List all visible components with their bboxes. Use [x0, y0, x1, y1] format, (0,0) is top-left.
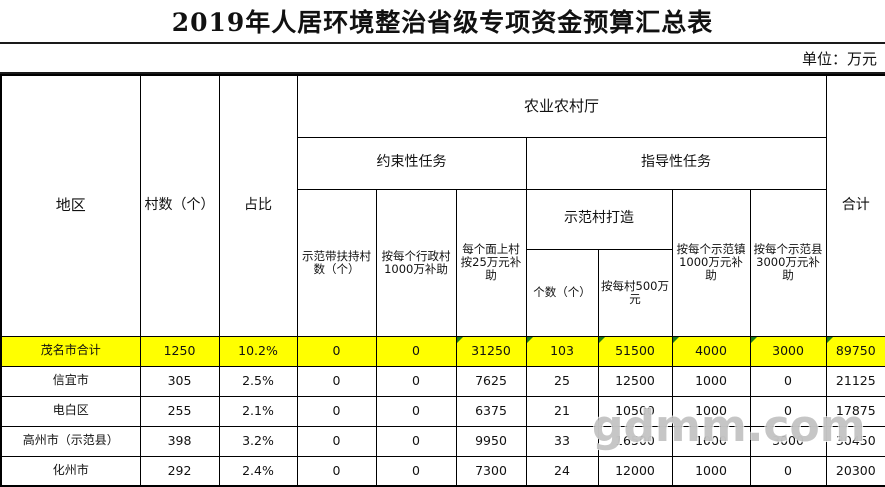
cell-count-unit: 25: [525, 365, 599, 397]
table-row: 茂名市合计 1250 10.2% 0 0 31250 103 51500 4000 3000 897…: [0, 335, 885, 367]
cell-count-unit: 103: [525, 335, 599, 367]
cell-per-demo-county-3000: 0: [749, 455, 827, 487]
table-row: 信宜市 305 2.5% 0 0 7625 25 12500 1000 0 21125: [0, 365, 885, 397]
cell-per-surface-village-25: 31250: [455, 335, 527, 367]
page-title: 2019年人居环境整治省级专项资金预算汇总表: [171, 8, 714, 37]
header-region: 地区: [0, 74, 141, 337]
cell-per-surface-village-25: 7300: [455, 455, 527, 487]
cell-village-count: 292: [139, 455, 220, 487]
header-per-surface-village-25: 每个面上村按25万元补助: [455, 188, 527, 337]
cell-per-village-500: 12500: [597, 365, 673, 397]
table-header: 地区 村数（个） 占比 农业农村厅 合计 约束性任务 指导性任务 示范带扶持村数…: [0, 74, 885, 337]
cell-demo-belt-villages: 0: [296, 335, 377, 367]
cell-total: 89750: [825, 335, 885, 367]
cell-per-admin-village-1000: 0: [375, 395, 457, 427]
cell-village-count: 1250: [139, 335, 220, 367]
cell-per-village-500: 12000: [597, 455, 673, 487]
cell-per-demo-county-3000: 3000: [749, 335, 827, 367]
cell-count-unit: 21: [525, 395, 599, 427]
cell-per-surface-village-25: 9950: [455, 425, 527, 457]
cell-region: 信宜市: [0, 365, 141, 397]
header-row-2: 约束性任务 指导性任务: [1, 136, 885, 190]
header-per-demo-county-3000: 按每个示范县3000万元补助: [749, 188, 827, 337]
header-village-count: 村数（个）: [139, 74, 220, 337]
header-row-1: 地区 村数（个） 占比 农业农村厅 合计: [0, 74, 885, 337]
cell-per-demo-town-1000: 1000: [671, 455, 751, 487]
cell-share: 2.5%: [218, 365, 298, 397]
header-per-demo-town-1000: 按每个示范镇1000万元补助: [671, 188, 751, 337]
cell-per-demo-town-1000: 1000: [671, 365, 751, 397]
table-row: 电白区 255 2.1% 0 0 6375 21 10500 1000 0 17875: [0, 395, 885, 427]
cell-share: 10.2%: [218, 335, 298, 367]
unit-label: 单位：万元: [801, 49, 877, 68]
cell-region: 高州市（示范县）: [0, 425, 141, 457]
cell-per-demo-town-1000: 1000: [671, 395, 751, 427]
header-count-unit: 个数（个）: [525, 248, 599, 337]
cell-demo-belt-villages: 0: [296, 395, 377, 427]
table-row: 高州市（示范县） 398 3.2% 0 0 9950 33 16500 1000 3000 3045…: [0, 425, 885, 457]
document-title-bar: 2019年人居环境整治省级专项资金预算汇总表: [0, 0, 885, 44]
header-per-village-500: 按每村500万元: [597, 248, 673, 337]
cell-per-surface-village-25: 6375: [455, 395, 527, 427]
cell-per-admin-village-1000: 0: [375, 425, 457, 457]
cell-per-demo-town-1000: 4000: [671, 335, 751, 367]
cell-per-demo-county-3000: 3000: [749, 425, 827, 457]
header-row-3: 示范带扶持村数（个） 按每个行政村1000万补助 每个面上村按25万元补助 示范…: [1, 188, 885, 337]
cell-village-count: 398: [139, 425, 220, 457]
table-body: 茂名市合计 1250 10.2% 0 0 31250 103 51500 4000 3000 897…: [0, 335, 885, 487]
cell-share: 2.1%: [218, 395, 298, 427]
cell-per-demo-county-3000: 0: [749, 365, 827, 397]
cell-region: 茂名市合计: [0, 335, 141, 367]
budget-summary-table: 地区 村数（个） 占比 农业农村厅 合计 约束性任务 指导性任务 示范带扶持村数…: [0, 74, 885, 487]
cell-count-unit: 24: [525, 455, 599, 487]
header-demo-village-build: 示范村打造: [525, 188, 673, 250]
header-row-4: 个数（个） 按每村500万元: [1, 248, 885, 337]
cell-per-admin-village-1000: 0: [375, 455, 457, 487]
header-total: 合计: [825, 74, 885, 337]
cell-per-demo-county-3000: 0: [749, 395, 827, 427]
cell-per-admin-village-1000: 0: [375, 335, 457, 367]
cell-per-village-500: 51500: [597, 335, 673, 367]
cell-village-count: 255: [139, 395, 220, 427]
header-binding-tasks: 约束性任务: [296, 136, 527, 190]
cell-total: 21125: [825, 365, 885, 397]
cell-share: 3.2%: [218, 425, 298, 457]
cell-total: 17875: [825, 395, 885, 427]
header-demo-belt-villages: 示范带扶持村数（个）: [296, 188, 377, 337]
unit-bar: 单位：万元: [0, 44, 885, 74]
cell-region: 化州市: [0, 455, 141, 487]
cell-per-village-500: 10500: [597, 395, 673, 427]
cell-demo-belt-villages: 0: [296, 365, 377, 397]
cell-region: 电白区: [0, 395, 141, 427]
header-per-admin-village-1000: 按每个行政村1000万补助: [375, 188, 457, 337]
cell-per-demo-town-1000: 1000: [671, 425, 751, 457]
cell-demo-belt-villages: 0: [296, 425, 377, 457]
cell-village-count: 305: [139, 365, 220, 397]
cell-share: 2.4%: [218, 455, 298, 487]
cell-per-village-500: 16500: [597, 425, 673, 457]
header-department: 农业农村厅: [296, 74, 827, 138]
cell-per-admin-village-1000: 0: [375, 365, 457, 397]
table-row: 化州市 292 2.4% 0 0 7300 24 12000 1000 0 20300: [0, 455, 885, 487]
cell-demo-belt-villages: 0: [296, 455, 377, 487]
cell-count-unit: 33: [525, 425, 599, 457]
cell-total: 30450: [825, 425, 885, 457]
header-guiding-tasks: 指导性任务: [525, 136, 827, 190]
cell-total: 20300: [825, 455, 885, 487]
header-share: 占比: [218, 74, 298, 337]
cell-per-surface-village-25: 7625: [455, 365, 527, 397]
